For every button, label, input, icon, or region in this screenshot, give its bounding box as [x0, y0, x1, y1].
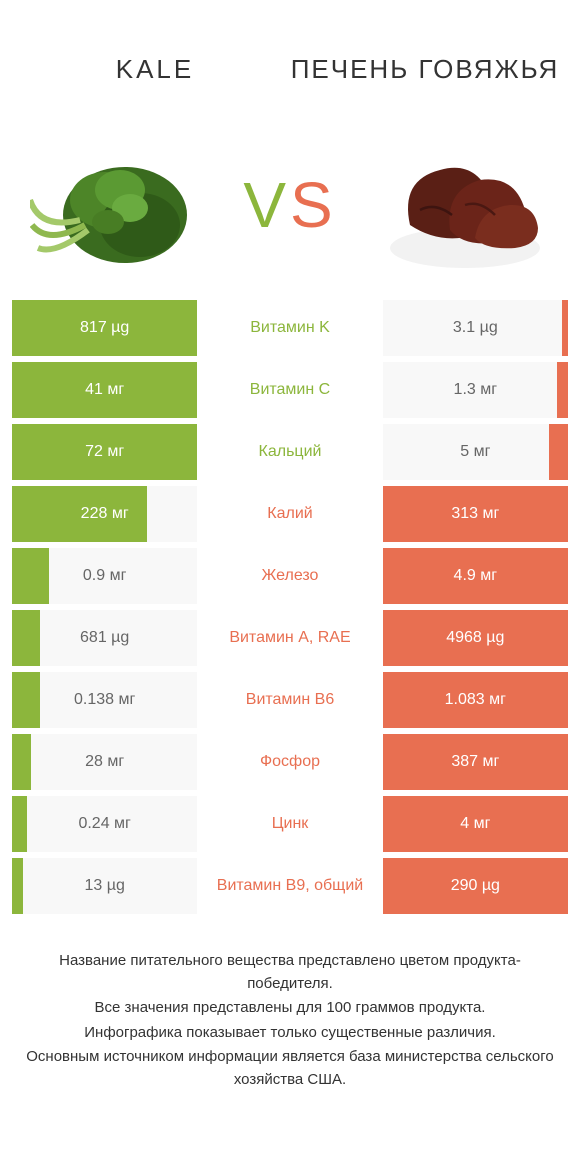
right-value-cell: 313 мг — [383, 486, 568, 542]
images-row: VS — [0, 120, 580, 300]
footer-line-3: Инфографика показывает только существенн… — [20, 1022, 560, 1045]
liver-image — [380, 130, 550, 280]
right-value: 4.9 мг — [454, 567, 498, 585]
right-value: 3.1 µg — [453, 319, 498, 337]
nutrient-label: Витамин K — [197, 300, 382, 356]
right-value: 4 мг — [460, 815, 490, 833]
right-value: 1.3 мг — [454, 381, 498, 399]
nutrient-label: Витамин B6 — [197, 672, 382, 728]
left-value: 72 мг — [85, 443, 124, 461]
comparison-table: 817 µg Витамин K 3.1 µg 41 мг Витамин C 1.3 м… — [0, 300, 580, 914]
footer-line-1: Название питательного вещества представл… — [20, 950, 560, 995]
left-value: 0.24 мг — [78, 815, 130, 833]
table-row: 0.138 мг Витамин B6 1.083 мг — [12, 672, 568, 728]
right-value-cell: 3.1 µg — [383, 300, 568, 356]
left-value-cell: 41 мг — [12, 362, 197, 418]
left-product-title: KALE — [20, 54, 290, 85]
table-row: 28 мг Фосфор 387 мг — [12, 734, 568, 790]
nutrient-label: Кальций — [197, 424, 382, 480]
footer-line-4: Основным источником информации является … — [20, 1046, 560, 1091]
nutrient-label: Цинк — [197, 796, 382, 852]
table-row: 817 µg Витамин K 3.1 µg — [12, 300, 568, 356]
right-value-cell: 387 мг — [383, 734, 568, 790]
footer-line-2: Все значения представлены для 100 граммо… — [20, 997, 560, 1020]
right-value-cell: 5 мг — [383, 424, 568, 480]
left-value-cell: 13 µg — [12, 858, 197, 914]
right-value-cell: 4 мг — [383, 796, 568, 852]
nutrient-label: Витамин A, RAE — [197, 610, 382, 666]
left-value-cell: 228 мг — [12, 486, 197, 542]
left-value: 681 µg — [80, 629, 129, 647]
left-value-cell: 0.138 мг — [12, 672, 197, 728]
left-value-cell: 0.9 мг — [12, 548, 197, 604]
right-value: 387 мг — [451, 753, 499, 771]
right-value: 4968 µg — [446, 629, 504, 647]
right-value: 290 µg — [451, 877, 500, 895]
right-value-cell: 1.083 мг — [383, 672, 568, 728]
nutrient-label: Калий — [197, 486, 382, 542]
table-row: 0.24 мг Цинк 4 мг — [12, 796, 568, 852]
right-value: 1.083 мг — [445, 691, 506, 709]
left-value-cell: 681 µg — [12, 610, 197, 666]
vs-label: VS — [243, 168, 336, 242]
right-product-title: ПЕЧЕНЬ ГОВЯЖЬЯ — [290, 54, 560, 85]
left-value: 28 мг — [85, 753, 124, 771]
left-value: 0.9 мг — [83, 567, 127, 585]
table-row: 228 мг Калий 313 мг — [12, 486, 568, 542]
right-value-cell: 290 µg — [383, 858, 568, 914]
left-value: 228 мг — [81, 505, 129, 523]
right-value-cell: 1.3 мг — [383, 362, 568, 418]
vs-s: S — [290, 168, 337, 242]
right-value: 5 мг — [460, 443, 490, 461]
table-row: 41 мг Витамин C 1.3 мг — [12, 362, 568, 418]
table-row: 681 µg Витамин A, RAE 4968 µg — [12, 610, 568, 666]
table-row: 72 мг Кальций 5 мг — [12, 424, 568, 480]
right-value-cell: 4968 µg — [383, 610, 568, 666]
kale-image — [30, 130, 200, 280]
header: KALE ПЕЧЕНЬ ГОВЯЖЬЯ — [0, 0, 580, 120]
nutrient-label: Витамин B9, общий — [197, 858, 382, 914]
left-value: 0.138 мг — [74, 691, 135, 709]
left-value-cell: 817 µg — [12, 300, 197, 356]
nutrient-label: Железо — [197, 548, 382, 604]
right-value-cell: 4.9 мг — [383, 548, 568, 604]
left-value-cell: 72 мг — [12, 424, 197, 480]
left-value: 41 мг — [85, 381, 124, 399]
table-row: 0.9 мг Железо 4.9 мг — [12, 548, 568, 604]
nutrient-label: Витамин C — [197, 362, 382, 418]
left-value: 13 µg — [84, 877, 124, 895]
nutrient-label: Фосфор — [197, 734, 382, 790]
left-value-cell: 0.24 мг — [12, 796, 197, 852]
table-row: 13 µg Витамин B9, общий 290 µg — [12, 858, 568, 914]
left-value-cell: 28 мг — [12, 734, 197, 790]
right-value: 313 мг — [451, 505, 499, 523]
left-value: 817 µg — [80, 319, 129, 337]
vs-v: V — [243, 168, 290, 242]
footer-notes: Название питательного вещества представл… — [0, 920, 580, 1103]
